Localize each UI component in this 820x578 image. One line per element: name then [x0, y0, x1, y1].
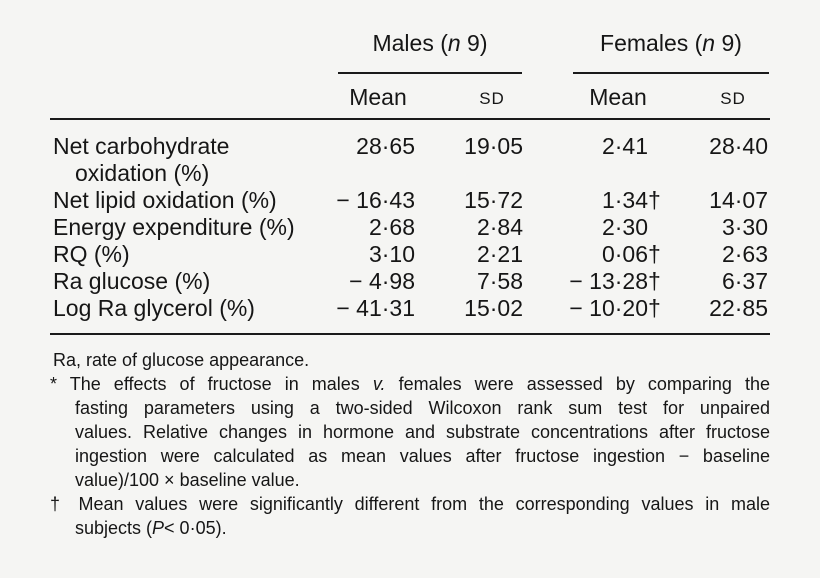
row-label: Ra glucose (%): [50, 268, 330, 295]
footnote-star-text-pre: * The effects of fructose in males: [50, 374, 373, 394]
males-mean-value: 2·68: [368, 214, 415, 240]
males-group-label: Males (n 9): [330, 30, 530, 56]
males-mean-value: 3·10: [368, 241, 415, 267]
females-group-label-post: 9): [715, 30, 742, 56]
row-label-line1: Net carbohydrate: [53, 133, 230, 159]
males-sd-value: 2·84: [476, 214, 523, 240]
females-group-label: Females (n 9): [571, 30, 771, 56]
females-mean-value: − 10·20: [569, 295, 648, 321]
table-body: Net carbohydrate oxidation (%) 28·65 19·…: [50, 120, 770, 333]
footnote-star-line: fasting parameters using a two-sided Wil…: [75, 398, 770, 418]
females-sd-value: 6·37: [721, 268, 768, 294]
males-sd-value: 19·05: [464, 133, 523, 159]
females-mean-value: − 13·28: [569, 268, 648, 294]
males-group-label-post: 9): [460, 30, 488, 56]
table-row-net-lipid-oxidation: Net lipid oxidation (%) − 16·43 15·72 1·…: [50, 187, 770, 214]
footnote-dagger-text-pre: subjects (: [75, 518, 153, 538]
females-group-label-pre: Females (: [600, 30, 703, 56]
males-group-label-pre: Males (: [372, 30, 448, 56]
dagger-marker: [648, 133, 660, 160]
row-label-line1: Ra glucose (%): [53, 268, 211, 294]
row-label-line1: Log Ra glycerol (%): [53, 295, 255, 321]
row-label: Energy expenditure (%): [50, 214, 330, 241]
dagger-marker: †: [648, 241, 661, 267]
females-sd-value: 3·30: [721, 214, 768, 240]
females-sd-value: 14·07: [709, 187, 768, 213]
males-mean-value: − 4·98: [349, 268, 415, 294]
table-row-net-carbohydrate-oxidation: Net carbohydrate oxidation (%) 28·65 19·…: [50, 133, 770, 187]
data-table: Males (n 9) Females (n 9) Mean SD Mean S…: [50, 30, 770, 335]
males-mean-value: − 41·31: [336, 295, 415, 321]
females-sd-value: 22·85: [709, 295, 768, 321]
dagger-marker: †: [648, 268, 661, 294]
footnote-star-line: values. Relative changes in hormone and …: [75, 422, 770, 442]
p-value-italic: P: [152, 518, 165, 538]
females-mean-value: 2·41: [601, 133, 648, 159]
row-label: Log Ra glycerol (%): [50, 295, 330, 322]
footnote-dagger-text-post: < 0·05).: [164, 518, 227, 538]
table-top-rule: [50, 118, 770, 120]
footnote-star-text-post: females were assessed by comparing the: [385, 374, 770, 394]
footnote-star-line: * The effects of fructose in males v. fe…: [50, 372, 770, 396]
table-row-energy-expenditure: Energy expenditure (%) 2·68 2·84 2·30 3·…: [50, 214, 770, 241]
females-n-italic: n: [702, 30, 716, 56]
males-sd-header: SD: [479, 89, 505, 108]
females-mean-value: 0·06: [601, 241, 648, 267]
table-bottom-rule: [50, 333, 770, 335]
females-mean-header: Mean: [589, 84, 647, 110]
dagger-marker: [648, 214, 660, 241]
males-mean-header: Mean: [349, 84, 407, 110]
footnote-dagger-line: † Mean values were significantly differe…: [50, 494, 770, 514]
group-header-row: Males (n 9) Females (n 9): [50, 30, 770, 82]
females-sd-value: 2·63: [721, 241, 768, 267]
females-spanner-rule: [573, 72, 769, 74]
males-n-italic: n: [447, 30, 461, 56]
males-mean-value: − 16·43: [336, 187, 415, 213]
column-header-row: Mean SD Mean SD: [50, 82, 770, 118]
males-sd-value: 15·02: [464, 295, 523, 321]
males-sd-value: 7·58: [476, 268, 523, 294]
footnote-star-line: value)/100 × baseline value.: [75, 470, 300, 490]
row-label: Net carbohydrate oxidation (%): [50, 133, 330, 187]
males-sd-value: 2·21: [476, 241, 523, 267]
dagger-marker: †: [648, 295, 661, 321]
table-row-log-ra-glycerol: Log Ra glycerol (%) − 41·31 15·02 − 10·2…: [50, 295, 770, 322]
footnote-dagger-line: subjects (P< 0·05).: [75, 516, 770, 540]
females-sd-header: SD: [720, 89, 746, 108]
footnote-ra-abbreviation: Ra, rate of glucose appearance.: [53, 350, 310, 370]
table-row-rq: RQ (%) 3·10 2·21 0·06 † 2·63: [50, 241, 770, 268]
females-sd-value: 28·40: [709, 133, 768, 159]
row-label-line1: Net lipid oxidation (%): [53, 187, 277, 213]
dagger-marker: †: [648, 187, 661, 213]
row-label: RQ (%): [50, 241, 330, 268]
footnote-star-line: ingestion were calculated as mean values…: [75, 446, 770, 466]
females-mean-value: 2·30: [601, 214, 648, 240]
row-label: Net lipid oxidation (%): [50, 187, 330, 214]
footnotes: Ra, rate of glucose appearance. * The ef…: [50, 348, 770, 540]
males-spanner-rule: [338, 72, 522, 74]
footnote-dagger: † Mean values were significantly differe…: [50, 492, 770, 540]
males-mean-value: 28·65: [356, 133, 415, 159]
table-row-ra-glucose: Ra glucose (%) − 4·98 7·58 − 13·28 † 6·3…: [50, 268, 770, 295]
footnote-star: * The effects of fructose in males v. fe…: [50, 372, 770, 492]
row-label-line2: oxidation (%): [75, 160, 210, 186]
males-sd-value: 15·72: [464, 187, 523, 213]
females-mean-value: 1·34: [601, 187, 648, 213]
row-label-line1: RQ (%): [53, 241, 130, 267]
versus-italic: v.: [372, 374, 386, 394]
row-label-line1: Energy expenditure (%): [53, 214, 295, 240]
